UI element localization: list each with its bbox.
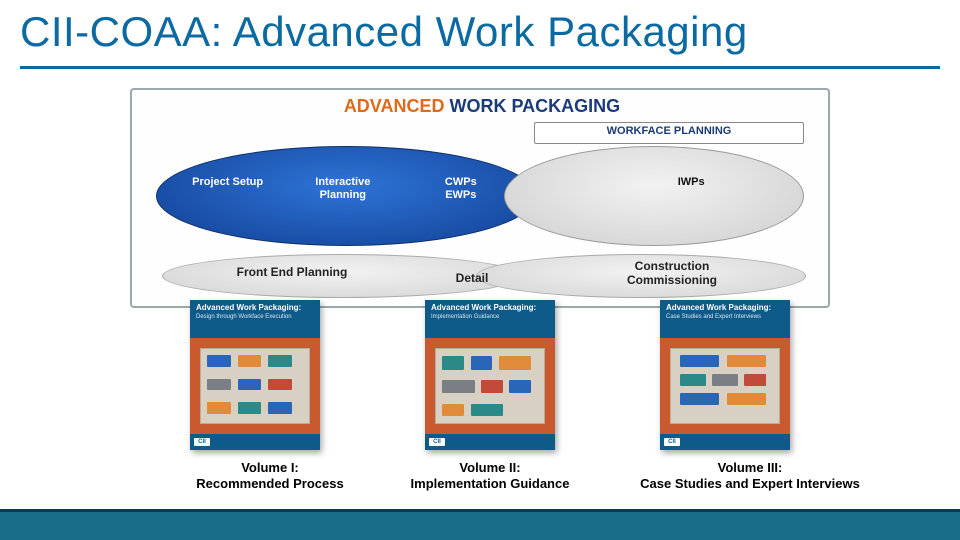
book-body-1 (190, 338, 320, 434)
cii-badge-icon: CII (429, 438, 445, 446)
book-header-1: Advanced Work Packaging: Design through … (190, 300, 320, 338)
phase-front-end: Front End Planning (212, 266, 372, 280)
book-subtitle-1: Design through Workface Execution (196, 314, 314, 320)
caption-vol-1: Volume I: Recommended Process (170, 460, 370, 491)
caption-vol-3-line2: Case Studies and Expert Interviews (640, 476, 860, 491)
book-col-1: Advanced Work Packaging: Design through … (170, 300, 340, 470)
stage-cwps-ewps: CWPsEWPs (431, 176, 491, 201)
cii-badge-icon: CII (194, 438, 210, 446)
book-flowchart-1 (200, 348, 310, 424)
cii-badge-icon: CII (664, 438, 680, 446)
book-cover-1: Advanced Work Packaging: Design through … (190, 300, 320, 450)
book-footer-2: CII (425, 434, 555, 450)
book-col-2: Advanced Work Packaging: Implementation … (405, 300, 575, 470)
caption-vol-2-line2: Implementation Guidance (411, 476, 570, 491)
caption-vol-1-line1: Volume I: (241, 460, 299, 475)
book-col-3: Advanced Work Packaging: Case Studies an… (640, 300, 810, 470)
book-title-2: Advanced Work Packaging: (431, 304, 549, 312)
book-body-2 (425, 338, 555, 434)
title-rule (20, 66, 940, 69)
book-header-2: Advanced Work Packaging: Implementation … (425, 300, 555, 338)
book-body-3 (660, 338, 790, 434)
book-flowchart-2 (435, 348, 545, 424)
book-subtitle-2: Implementation Guidance (431, 314, 549, 320)
stage-project-setup: Project Setup (188, 176, 268, 189)
stage-row: Project Setup InteractivePlanning CWPsEW… (162, 176, 802, 220)
caption-vol-2: Volume II: Implementation Guidance (380, 460, 600, 491)
stage-iwps: IWPs (661, 176, 721, 189)
awp-word-1: ADVANCED (344, 96, 445, 116)
phase-construction: ConstructionCommissioning (592, 260, 752, 288)
caption-vol-1-line2: Recommended Process (196, 476, 343, 491)
book-row: Advanced Work Packaging: Design through … (170, 300, 810, 470)
page-title: CII-COAA: Advanced Work Packaging (20, 8, 748, 56)
captions-row: Volume I: Recommended Process Volume II:… (100, 460, 880, 510)
book-cover-2: Advanced Work Packaging: Implementation … (425, 300, 555, 450)
book-title-1: Advanced Work Packaging: (196, 304, 314, 312)
stage-interactive-planning: InteractivePlanning (303, 176, 383, 201)
phase-detail: Detail (432, 272, 512, 286)
awp-word-2: WORK PACKAGING (450, 96, 621, 116)
caption-vol-3-line1: Volume III: (718, 460, 783, 475)
phase-row: Front End Planning Detail ConstructionCo… (152, 254, 812, 304)
book-footer-1: CII (190, 434, 320, 450)
slide: CII-COAA: Advanced Work Packaging ADVANC… (0, 0, 960, 540)
awp-heading: ADVANCED WORK PACKAGING (162, 96, 802, 117)
awp-diagram: ADVANCED WORK PACKAGING WORKFACE PLANNIN… (130, 88, 830, 308)
book-subtitle-3: Case Studies and Expert Interviews (666, 314, 784, 320)
book-flowchart-3 (670, 348, 780, 424)
workface-planning-box: WORKFACE PLANNING (534, 122, 804, 144)
caption-vol-3: Volume III: Case Studies and Expert Inte… (600, 460, 900, 491)
book-cover-3: Advanced Work Packaging: Case Studies an… (660, 300, 790, 450)
book-footer-3: CII (660, 434, 790, 450)
slide-footer-bar (0, 512, 960, 540)
book-header-3: Advanced Work Packaging: Case Studies an… (660, 300, 790, 338)
book-title-3: Advanced Work Packaging: (666, 304, 784, 312)
caption-vol-2-line1: Volume II: (459, 460, 520, 475)
